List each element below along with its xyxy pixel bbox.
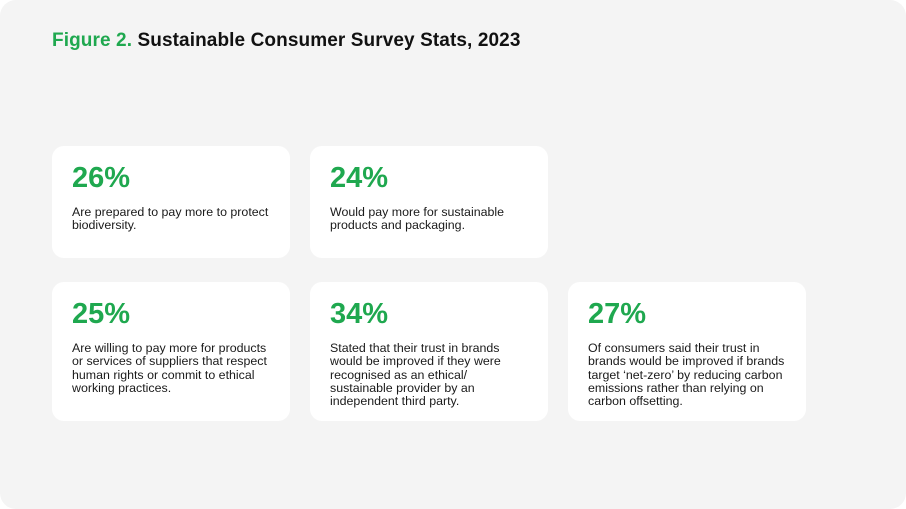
stat-card: 27% Of consumers said their trust in bra… <box>568 282 806 421</box>
stat-card: 25% Are willing to pay more for products… <box>52 282 290 421</box>
figure-title: Figure 2. Sustainable Consumer Survey St… <box>52 30 520 52</box>
stat-card: 34% Stated that their trust in brands wo… <box>310 282 548 421</box>
figure-label: Figure 2. <box>52 30 133 51</box>
stat-value: 24% <box>330 162 389 194</box>
stat-description: Are prepared to pay more to protect biod… <box>72 205 269 233</box>
stat-value: 25% <box>72 298 131 330</box>
stat-value: 34% <box>330 298 389 330</box>
stat-card: 24% Would pay more for sustainable produ… <box>310 146 548 258</box>
stat-value: 26% <box>72 162 131 194</box>
stat-description: Of consumers said their trust in brands … <box>588 341 785 409</box>
stat-description: Are willing to pay more for products or … <box>72 341 267 395</box>
stat-description: Would pay more for sustainable products … <box>330 205 505 233</box>
stat-card: 26% Are prepared to pay more to protect … <box>52 146 290 258</box>
stat-description: Stated that their trust in brands would … <box>330 341 501 409</box>
stat-value: 27% <box>588 298 647 330</box>
figure-title-text: Sustainable Consumer Survey Stats, 2023 <box>137 30 521 51</box>
